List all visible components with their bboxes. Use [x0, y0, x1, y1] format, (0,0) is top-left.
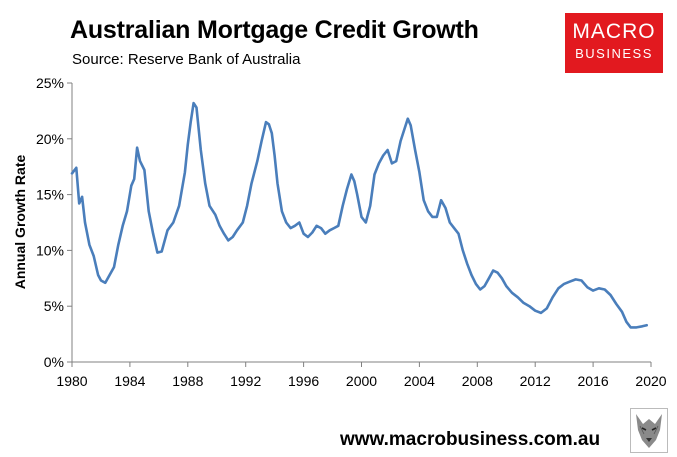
x-tick-label: 1984 — [114, 373, 145, 389]
x-tick-label: 1996 — [288, 373, 319, 389]
x-tick-label: 2012 — [520, 373, 551, 389]
x-tick-label: 1992 — [230, 373, 261, 389]
x-tick-label: 2000 — [346, 373, 377, 389]
x-tick-label: 1980 — [56, 373, 87, 389]
wolf-icon — [630, 408, 668, 453]
logo-line-2: BUSINESS — [575, 46, 653, 61]
x-tick-label: 2008 — [462, 373, 493, 389]
y-tick-label: 5% — [44, 298, 64, 314]
macrobusiness-logo: MACRO BUSINESS — [565, 13, 663, 73]
chart-subtitle: Source: Reserve Bank of Australia — [72, 51, 301, 68]
logo-line-1: MACRO — [572, 20, 656, 43]
y-tick-label: 0% — [44, 354, 64, 370]
mortgage-credit-growth-line — [70, 101, 648, 329]
x-tick-label: 2004 — [404, 373, 435, 389]
website-url: www.macrobusiness.com.au — [340, 429, 601, 450]
y-axis-ticks: 0% 5% 10% 15% 20% 25% — [36, 75, 72, 370]
chart-title: Australian Mortgage Credit Growth — [70, 16, 479, 44]
x-tick-label: 2016 — [578, 373, 609, 389]
x-tick-label: 1988 — [172, 373, 203, 389]
y-tick-label: 25% — [36, 75, 64, 91]
y-tick-label: 20% — [36, 131, 64, 147]
x-axis-ticks: 1980 1984 1988 1992 1996 2000 2004 2008 2012 2016… — [56, 362, 667, 389]
y-axis-label: Annual Growth Rate — [12, 155, 28, 290]
y-tick-label: 15% — [36, 187, 64, 203]
y-tick-label: 10% — [36, 242, 64, 258]
x-tick-label: 2020 — [635, 373, 666, 389]
